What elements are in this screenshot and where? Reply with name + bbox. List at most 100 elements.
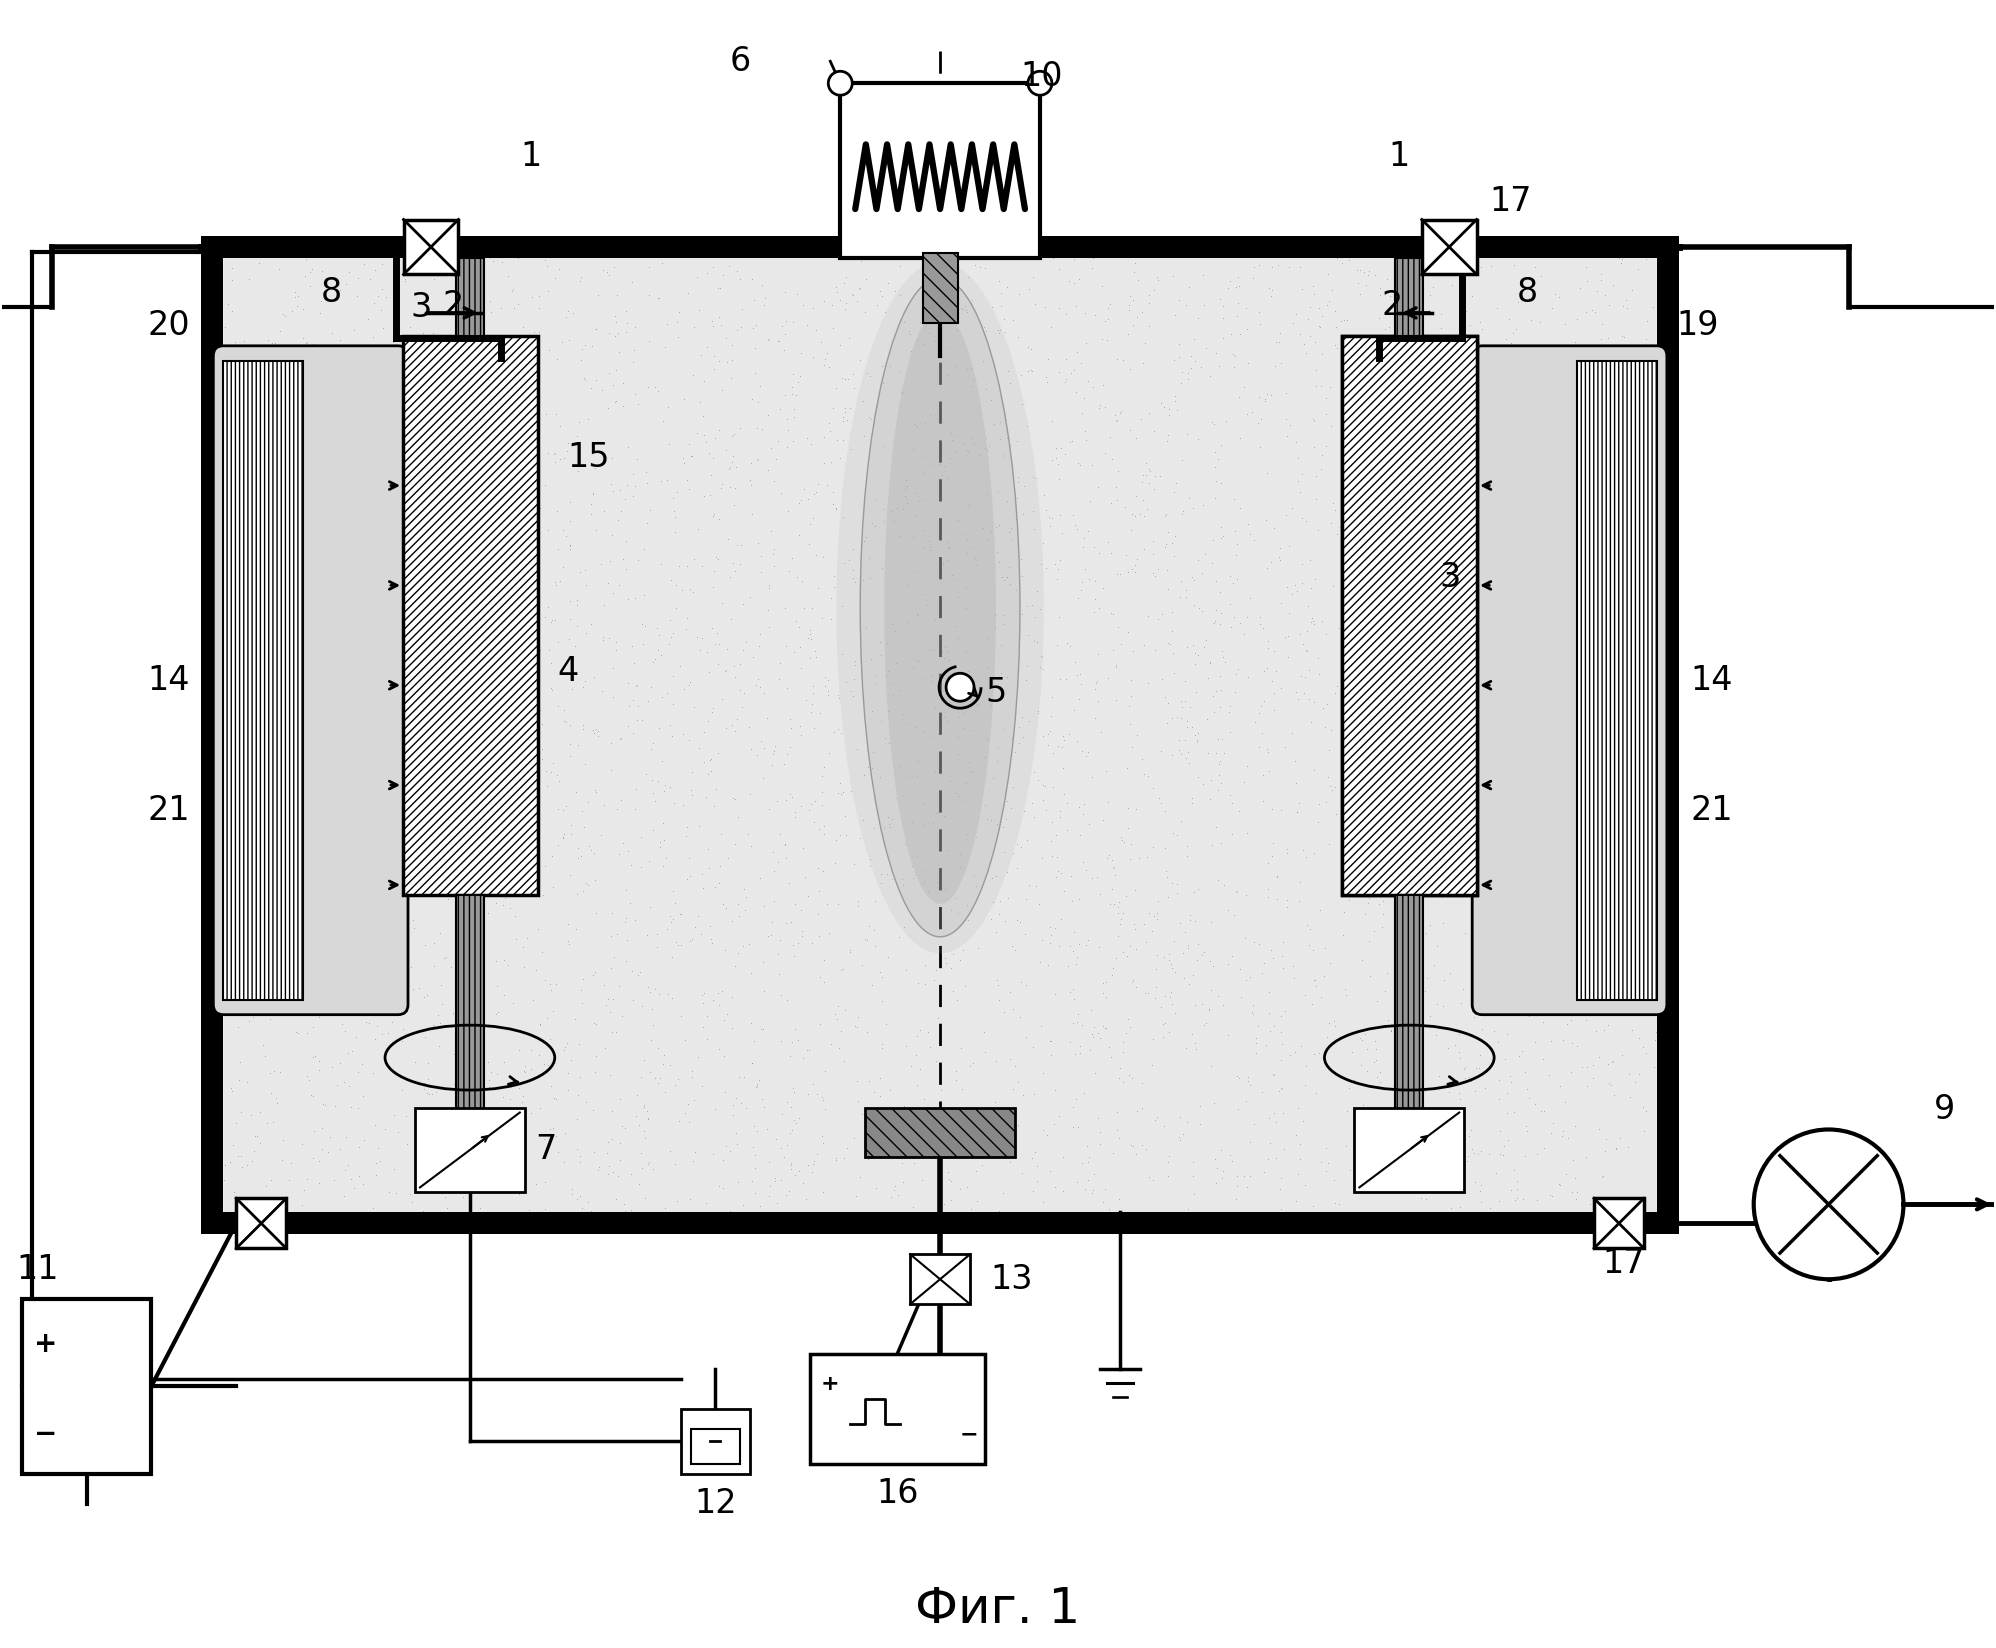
Point xyxy=(900,503,932,529)
Point xyxy=(499,732,531,758)
Point xyxy=(649,826,681,852)
Point xyxy=(1234,585,1265,611)
Point xyxy=(1449,1056,1481,1083)
Point xyxy=(1487,839,1519,865)
Point xyxy=(1397,715,1429,742)
Point xyxy=(1156,990,1188,1017)
Point xyxy=(489,750,521,776)
Point xyxy=(1407,369,1439,396)
Point xyxy=(1066,849,1098,875)
Point xyxy=(926,638,958,664)
Point xyxy=(611,473,643,499)
Point xyxy=(1501,316,1533,343)
Point xyxy=(1154,984,1186,1010)
Point xyxy=(898,410,930,437)
Point xyxy=(577,333,609,359)
Point xyxy=(1597,925,1629,951)
Point xyxy=(250,781,281,808)
Point xyxy=(1022,697,1054,723)
Point xyxy=(1509,1058,1541,1084)
Point xyxy=(1309,621,1341,648)
Point xyxy=(1419,794,1451,821)
Point xyxy=(741,742,772,768)
Text: 5: 5 xyxy=(984,676,1006,709)
Point xyxy=(1351,1155,1383,1182)
Point xyxy=(874,814,906,840)
Point xyxy=(834,437,866,463)
Point xyxy=(551,1060,583,1086)
Point xyxy=(860,394,892,420)
Point xyxy=(609,1116,641,1142)
Point xyxy=(501,672,533,699)
Point xyxy=(782,929,814,956)
Point xyxy=(880,784,912,811)
Point xyxy=(940,987,972,1014)
Point xyxy=(992,885,1024,911)
Point xyxy=(1249,508,1281,534)
Point xyxy=(355,379,387,405)
Point xyxy=(691,639,723,666)
Point xyxy=(633,328,665,354)
Point xyxy=(1293,547,1325,574)
Point xyxy=(1553,344,1585,371)
Point xyxy=(984,409,1016,435)
Point xyxy=(1339,593,1371,620)
Point xyxy=(1579,300,1611,326)
Point xyxy=(1078,246,1110,272)
Point xyxy=(1116,517,1148,544)
Point xyxy=(1269,379,1301,405)
Point xyxy=(391,532,423,559)
Point xyxy=(922,799,954,826)
Point xyxy=(389,267,421,293)
Point xyxy=(669,676,701,702)
Point xyxy=(828,399,860,425)
Point xyxy=(1275,582,1307,608)
Point xyxy=(721,707,752,733)
Point xyxy=(1289,636,1321,662)
Point xyxy=(309,1093,341,1119)
Point xyxy=(331,567,363,593)
Point xyxy=(1040,864,1072,890)
Point xyxy=(1379,901,1411,928)
Point xyxy=(503,1074,535,1101)
Point xyxy=(1329,465,1361,491)
Point xyxy=(932,361,964,387)
Point xyxy=(323,760,355,786)
Point xyxy=(735,471,766,498)
Point xyxy=(689,979,721,1005)
Point xyxy=(251,877,283,903)
Point xyxy=(1589,588,1621,615)
Point xyxy=(517,987,549,1014)
Point xyxy=(565,1065,597,1091)
Point xyxy=(1619,753,1651,780)
Point xyxy=(870,1010,902,1037)
Point xyxy=(263,466,295,493)
Point xyxy=(375,407,407,433)
Point xyxy=(980,1048,1012,1074)
Point xyxy=(1373,765,1405,791)
Point xyxy=(577,480,609,506)
Point xyxy=(774,781,806,808)
Point xyxy=(1567,1055,1599,1081)
Point xyxy=(1333,887,1365,913)
Point xyxy=(1389,310,1421,336)
Point xyxy=(1451,867,1483,893)
Point xyxy=(427,990,459,1017)
Point xyxy=(533,1051,565,1078)
Point xyxy=(1114,283,1146,310)
Point xyxy=(373,391,405,417)
Point xyxy=(281,793,313,819)
Point xyxy=(593,625,625,651)
Point xyxy=(796,295,828,321)
Point xyxy=(1265,1018,1297,1045)
Point xyxy=(253,1060,285,1086)
Point xyxy=(1593,662,1625,689)
Point xyxy=(579,840,611,867)
Point xyxy=(244,630,275,656)
Point xyxy=(1090,394,1122,420)
Point xyxy=(565,990,597,1017)
Point xyxy=(587,623,619,649)
Point xyxy=(904,1056,936,1083)
Point xyxy=(812,339,844,366)
Point xyxy=(976,293,1008,320)
